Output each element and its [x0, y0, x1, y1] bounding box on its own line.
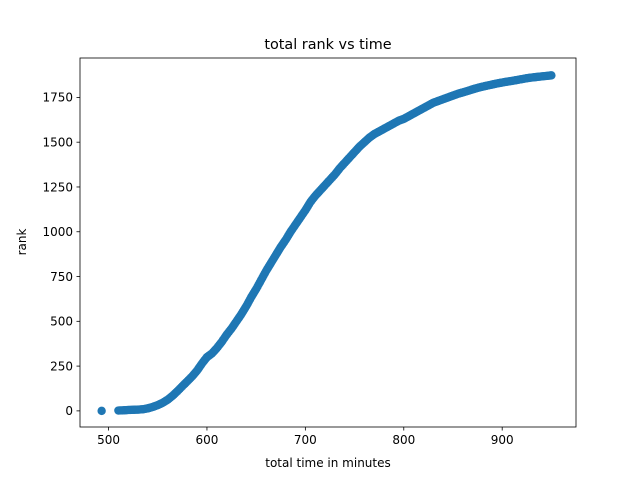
y-axis: 0 250 500 750 1000 1250 1500 1750: [42, 91, 80, 418]
y-tick-label: 0: [65, 404, 73, 418]
plot-frame: [79, 57, 577, 428]
y-tick-label: 500: [50, 315, 73, 329]
y-tick-label: 1750: [42, 91, 73, 105]
x-tick-label: 900: [491, 433, 514, 447]
y-tick-label: 1000: [42, 225, 73, 239]
x-tick-label: 500: [97, 433, 120, 447]
y-axis-label: rank: [15, 229, 29, 256]
data-point: [547, 71, 556, 80]
y-tick-label: 1500: [42, 135, 73, 149]
x-tick-label: 800: [392, 433, 415, 447]
data-point: [97, 406, 106, 416]
x-tick-label: 700: [294, 433, 317, 447]
scatter-points: [97, 71, 556, 416]
x-tick-label: 600: [195, 433, 218, 447]
x-axis: 500 600 700 800 900: [97, 427, 514, 447]
y-tick-label: 750: [50, 270, 73, 284]
x-axis-label: total time in minutes: [265, 456, 391, 470]
y-tick-label: 250: [50, 359, 73, 373]
y-tick-label: 1250: [42, 180, 73, 194]
chart-title: total rank vs time: [264, 37, 391, 53]
